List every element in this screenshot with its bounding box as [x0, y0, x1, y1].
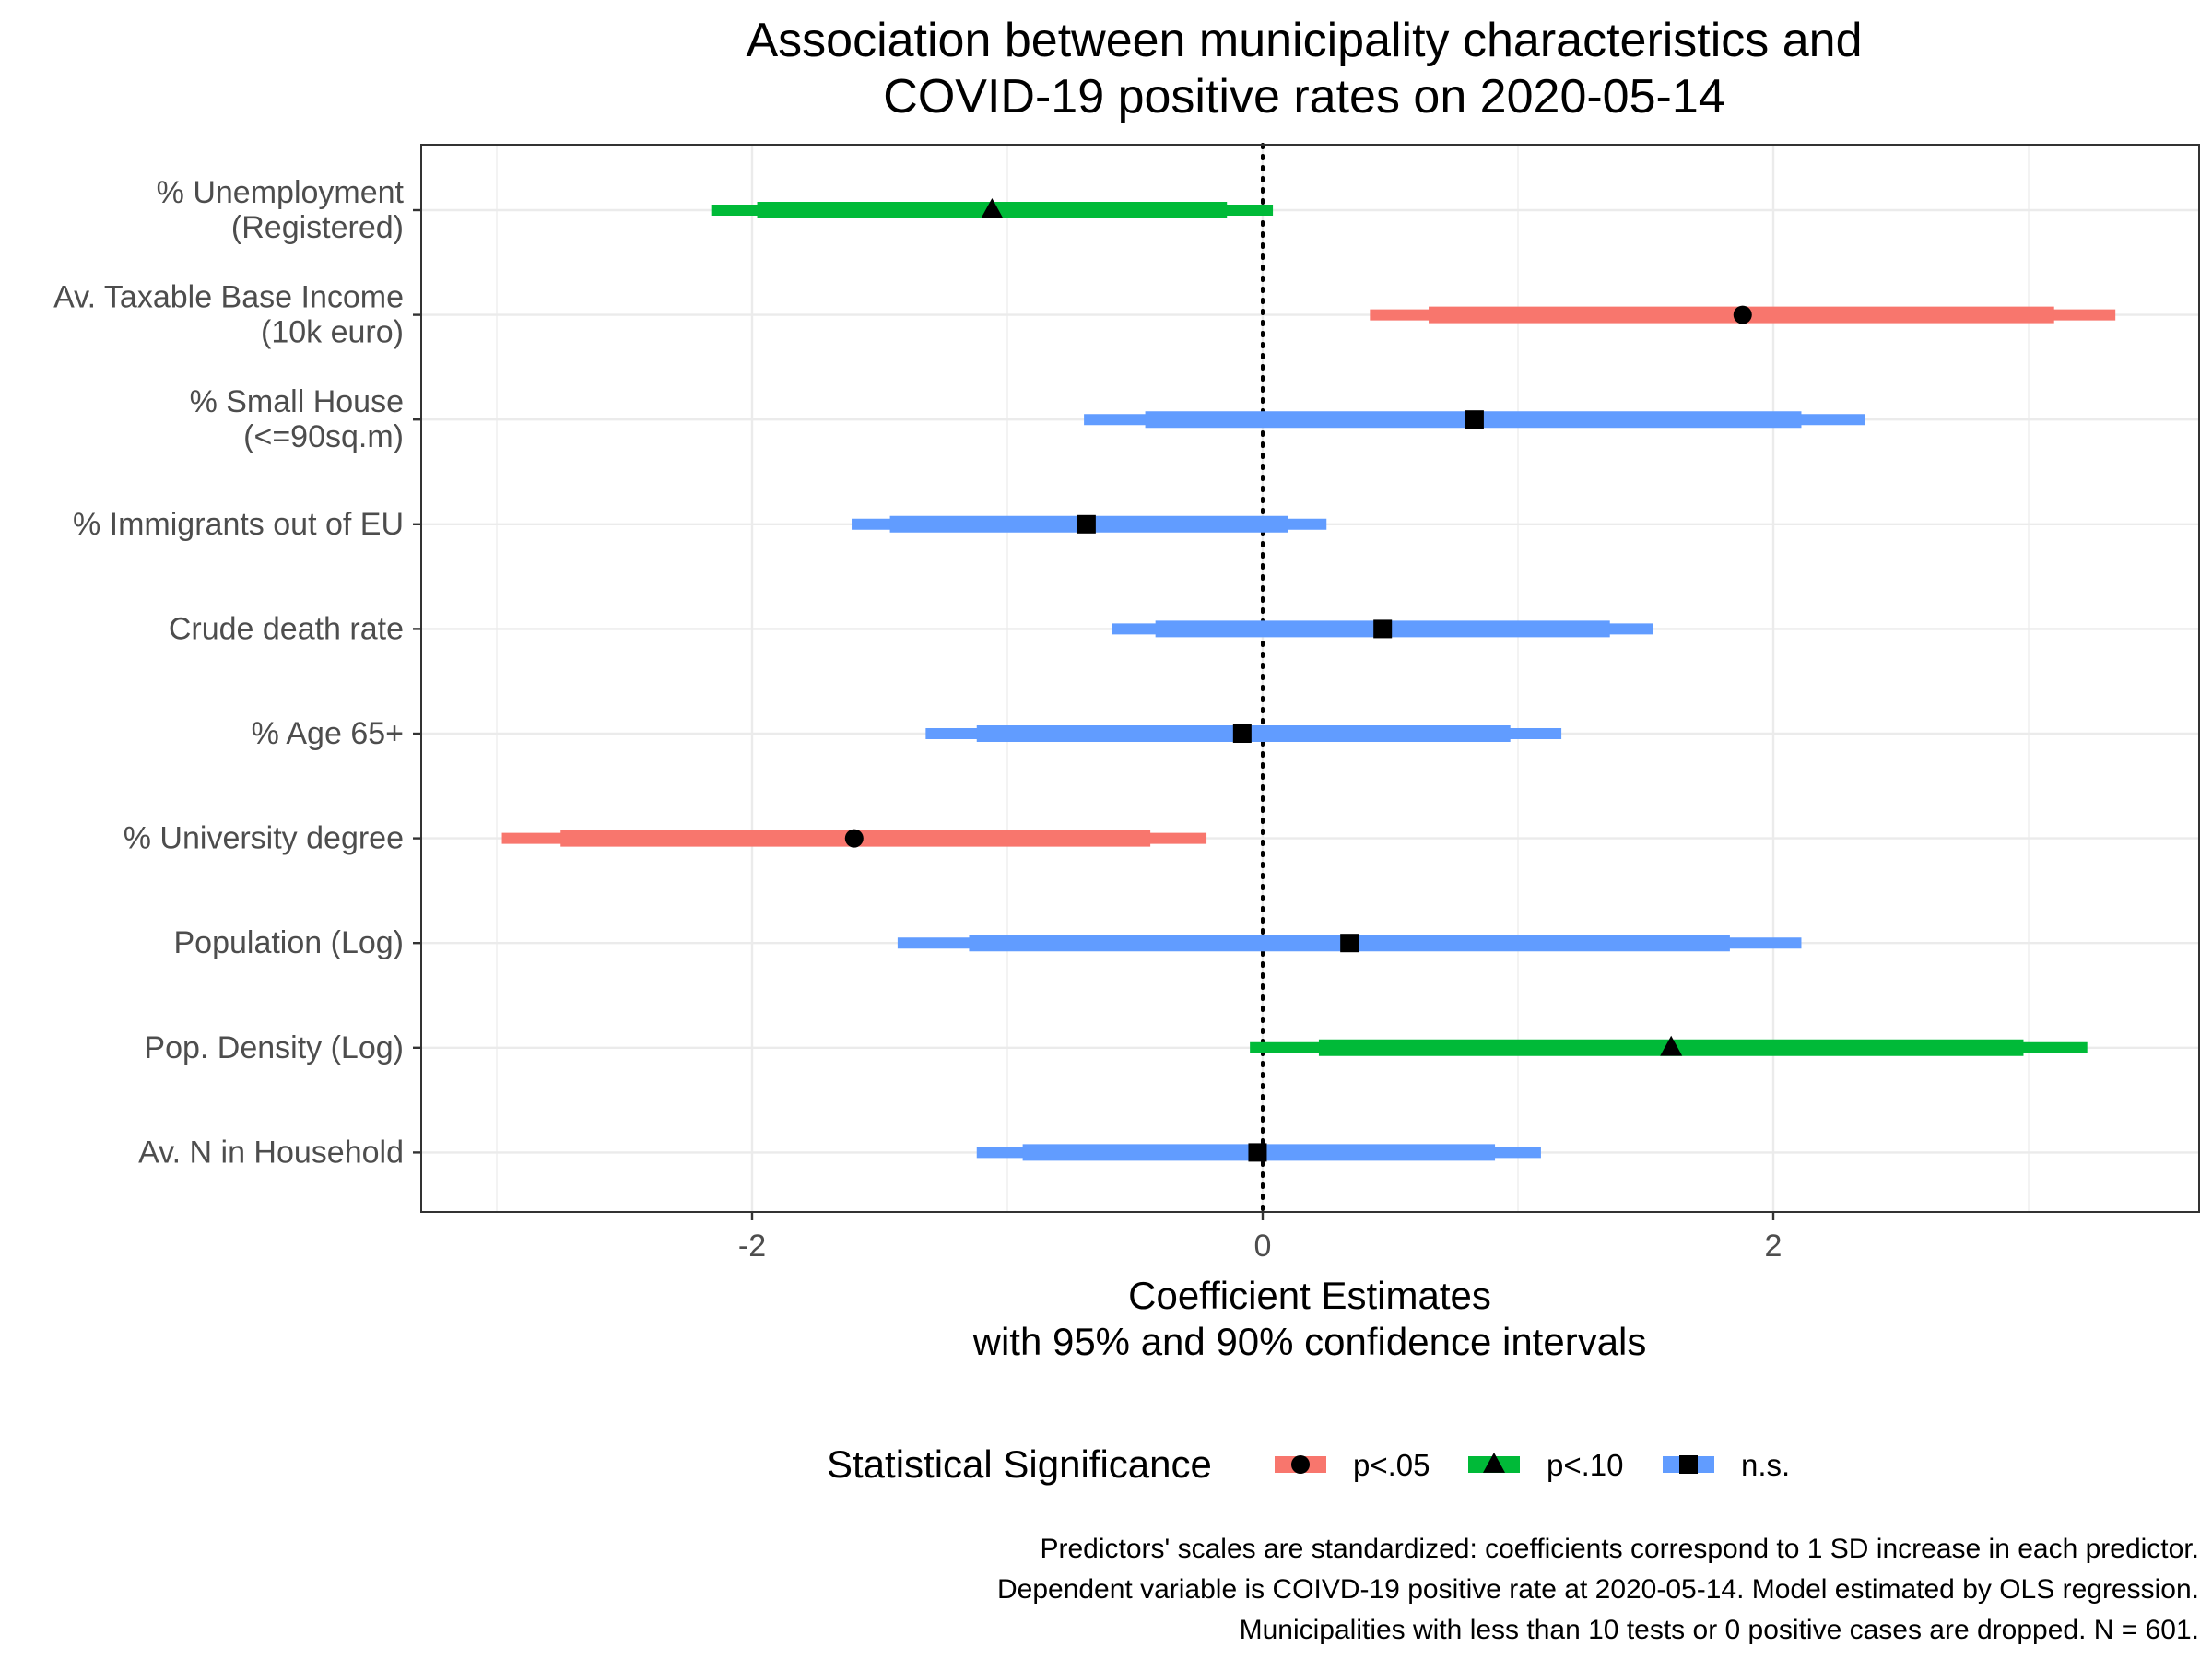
y-axis-label: (<=90sq.m) — [243, 419, 404, 454]
x-axis-title-line-2: with 95% and 90% confidence intervals — [972, 1320, 1647, 1363]
legend: Statistical Significance p<.05 p<.10 n.s. — [827, 1442, 1790, 1486]
x-tick-label: -2 — [738, 1229, 766, 1264]
y-axis-label: % University degree — [124, 821, 404, 856]
y-axis-label: Crude death rate — [169, 611, 404, 646]
plot-marks — [501, 143, 2116, 1214]
x-axis-title-line-1: Coefficient Estimates — [1128, 1274, 1491, 1317]
legend-label: p<.10 — [1547, 1448, 1624, 1482]
legend-key-triangle-icon — [1483, 1452, 1505, 1473]
legend-label: n.s. — [1741, 1448, 1790, 1482]
estimate-point — [1660, 1035, 1683, 1056]
y-axis-label: Population (Log) — [173, 925, 404, 960]
estimate-point — [1733, 305, 1752, 324]
estimate-point — [1077, 514, 1096, 534]
y-axis-label: % Immigrants out of EU — [73, 507, 404, 542]
estimate-point — [1465, 410, 1484, 429]
chart-title-line-2: COVID-19 positive rates on 2020-05-14 — [883, 70, 1724, 124]
caption-line-1: Predictors' scales are standardized: coe… — [1041, 1534, 2200, 1564]
plot-panel-border — [420, 144, 2200, 1213]
estimate-point — [1232, 724, 1252, 743]
y-axis-label: Av. N in Household — [138, 1135, 404, 1170]
legend-key-circle-icon — [1291, 1455, 1310, 1474]
legend-item-ns: n.s. — [1663, 1448, 1790, 1482]
y-axis-label: % Unemployment — [157, 175, 405, 210]
estimate-point — [844, 829, 864, 848]
legend-label: p<.05 — [1353, 1448, 1430, 1482]
y-axis-labels: % Unemployment(Registered) Av. Taxable Ba… — [53, 175, 421, 1170]
chart-title-line-1: Association between municipality charact… — [746, 14, 1862, 67]
legend-title: Statistical Significance — [827, 1442, 1212, 1486]
y-axis-label: Av. Taxable Base Income — [53, 280, 404, 315]
y-axis-label: Pop. Density (Log) — [144, 1030, 404, 1065]
legend-item-p05: p<.05 — [1275, 1448, 1430, 1482]
estimate-point — [1373, 619, 1393, 639]
y-axis-label: % Small House — [190, 384, 404, 419]
x-tick-label: 0 — [1254, 1229, 1272, 1264]
caption-line-2: Dependent variable is COIVD-19 positive … — [997, 1574, 2199, 1605]
estimate-point — [1248, 1143, 1267, 1162]
legend-key-square-icon — [1679, 1455, 1698, 1474]
y-axis-label: (Registered) — [231, 210, 404, 245]
legend-item-p10: p<.10 — [1468, 1448, 1624, 1482]
y-axis-label: (10k euro) — [261, 315, 404, 350]
estimate-point — [1340, 934, 1359, 953]
caption-line-3: Municipalities with less than 10 tests o… — [1240, 1615, 2199, 1645]
estimate-point — [981, 197, 1004, 218]
x-tick-label: 2 — [1765, 1229, 1783, 1264]
x-axis: -2 0 2 — [738, 1212, 1783, 1264]
y-axis-label: % Age 65+ — [252, 716, 404, 751]
